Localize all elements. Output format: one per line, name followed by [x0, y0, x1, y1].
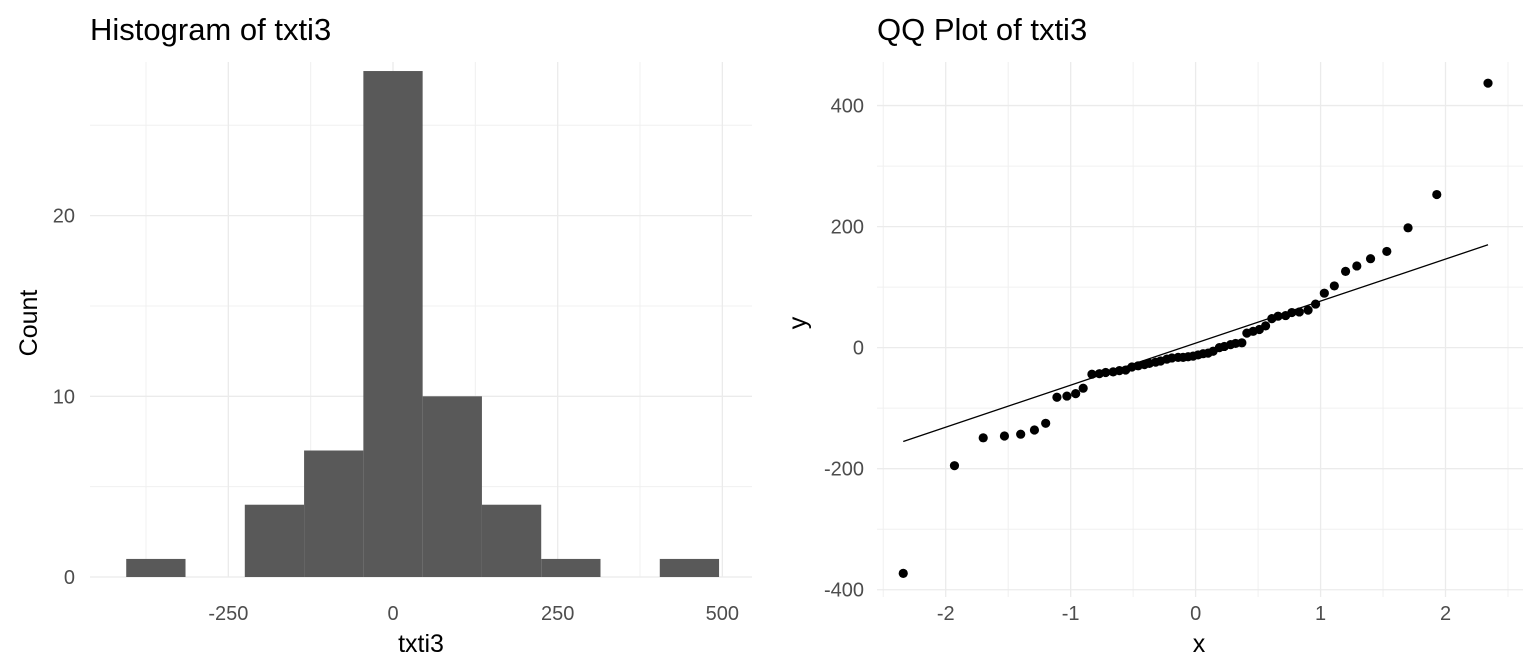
qq-y-tick-labels: -400 -200 0 200 400 [824, 96, 864, 602]
qq-point [1303, 305, 1313, 315]
histogram-x-tick-label: 0 [387, 603, 398, 625]
histogram-y-tick-label: 20 [53, 206, 75, 228]
qq-point [1432, 189, 1442, 200]
qq-point [1029, 425, 1040, 435]
qq-x-tick-label: -1 [1062, 603, 1080, 625]
qq-y-tick-label: 400 [831, 96, 864, 118]
qq-x-tick-label: 1 [1315, 603, 1326, 625]
qq-point [1062, 391, 1072, 401]
qq-point [1260, 321, 1271, 331]
qq-y-axis-title: y [784, 316, 812, 329]
histogram-y-axis-title: Count [15, 290, 43, 357]
histogram-x-tick-label: 250 [541, 603, 574, 625]
histogram-bar [126, 558, 186, 577]
qq-y-tick-label: -400 [824, 580, 864, 602]
qq-point [1310, 299, 1321, 309]
qq-point [949, 461, 960, 471]
qq-point [1101, 367, 1111, 378]
qq-point [1352, 261, 1362, 271]
qq-x-tick-label: -2 [937, 603, 955, 625]
qq-x-tick-label: 0 [1190, 603, 1201, 625]
qq-point [1052, 392, 1062, 402]
histogram-y-tick-label: 10 [53, 386, 75, 408]
qq-point [999, 431, 1010, 441]
qq-major-grid [877, 62, 1523, 597]
qq-point [1071, 389, 1081, 399]
qq-y-tick-label: 200 [831, 217, 864, 239]
histogram-x-axis-title: txti3 [398, 630, 444, 658]
qq-point [1365, 254, 1376, 264]
qq-x-tick-label: 2 [1440, 603, 1451, 625]
qq-point [1087, 369, 1097, 379]
qq-points [898, 78, 1493, 578]
histogram-bar [244, 504, 305, 577]
histogram-bar [304, 450, 364, 577]
qq-title: QQ Plot of txti3 [877, 12, 1087, 47]
histogram-bar [659, 558, 720, 577]
qq-point [1237, 338, 1247, 348]
histogram-bar [363, 71, 423, 577]
histogram-x-tick-label: -250 [208, 603, 248, 625]
qq-point [1403, 223, 1413, 233]
qq-point [1273, 311, 1283, 321]
qq-point [1041, 418, 1051, 428]
qq-reference-line [903, 244, 1489, 443]
histogram-y-tick-label: 0 [64, 567, 75, 589]
qq-x-axis-title: x [1193, 630, 1206, 658]
histogram-bars [126, 71, 720, 577]
histogram-panel: -250 0 250 500 0 10 20 Histogram of txti3 txt… [15, 12, 752, 658]
qq-point [1287, 307, 1297, 318]
qq-point [1319, 288, 1329, 298]
qq-point [1329, 281, 1339, 291]
qq-point [978, 433, 988, 443]
histogram-title: Histogram of txti3 [90, 12, 331, 47]
qq-x-tick-labels: -2 -1 0 1 2 [937, 603, 1451, 625]
qq-point [1294, 307, 1304, 317]
qq-y-tick-label: 0 [853, 338, 864, 360]
histogram-bar [422, 396, 482, 577]
qq-point [898, 568, 908, 578]
histogram-bar [481, 504, 542, 577]
qq-point [1078, 383, 1088, 393]
qq-plot-panel: -2 -1 0 1 2 -400 -200 0 200 400 QQ Plot of txti3… [784, 12, 1523, 658]
histogram-x-tick-labels: -250 0 250 500 [208, 603, 739, 625]
qq-point [1016, 429, 1026, 439]
histogram-x-tick-label: 500 [706, 603, 739, 625]
qq-minor-grid [877, 62, 1523, 597]
histogram-bar [541, 558, 601, 577]
qq-point [1340, 266, 1351, 277]
histogram-y-tick-labels: 0 10 20 [53, 206, 75, 589]
qq-point [1483, 78, 1493, 88]
qq-point [1382, 246, 1392, 257]
qq-y-tick-label: -200 [824, 459, 864, 481]
